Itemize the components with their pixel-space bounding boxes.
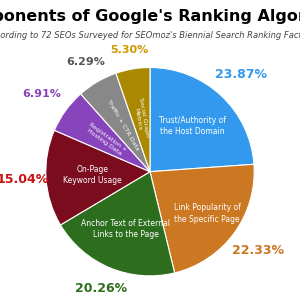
Wedge shape: [116, 67, 150, 172]
Wedge shape: [81, 73, 150, 172]
Text: 23.87%: 23.87%: [215, 67, 267, 81]
Wedge shape: [150, 67, 254, 172]
Wedge shape: [46, 130, 150, 225]
Text: Link Popularity of
the Specific Page: Link Popularity of the Specific Page: [174, 203, 241, 223]
Wedge shape: [61, 172, 175, 276]
Text: On-Page
Keyword Usage: On-Page Keyword Usage: [63, 165, 122, 185]
Text: (According to 72 SEOs Surveyed for SEOmoz's Biennial Search Ranking Factors): (According to 72 SEOs Surveyed for SEOmo…: [0, 31, 300, 40]
Wedge shape: [54, 94, 150, 172]
Wedge shape: [150, 164, 254, 273]
Text: Traffic + CTR Data: Traffic + CTR Data: [106, 99, 140, 151]
Text: 6.29%: 6.29%: [66, 57, 105, 67]
Text: Components of Google's Ranking Algorithm: Components of Google's Ranking Algorithm: [0, 9, 300, 24]
Text: 6.91%: 6.91%: [22, 89, 61, 99]
Text: 5.30%: 5.30%: [110, 45, 149, 55]
Text: Trust/Authority of
the Host Domain: Trust/Authority of the Host Domain: [159, 116, 226, 136]
Text: Anchor Text of External
Links to the Page: Anchor Text of External Links to the Pag…: [81, 219, 170, 239]
Text: 20.26%: 20.26%: [75, 282, 127, 295]
Text: Social Graph
Metrics: Social Graph Metrics: [132, 98, 150, 139]
Text: Registration +
Hosting Data: Registration + Hosting Data: [85, 122, 128, 157]
Text: 15.04%: 15.04%: [0, 173, 49, 186]
Text: 22.33%: 22.33%: [232, 244, 284, 257]
